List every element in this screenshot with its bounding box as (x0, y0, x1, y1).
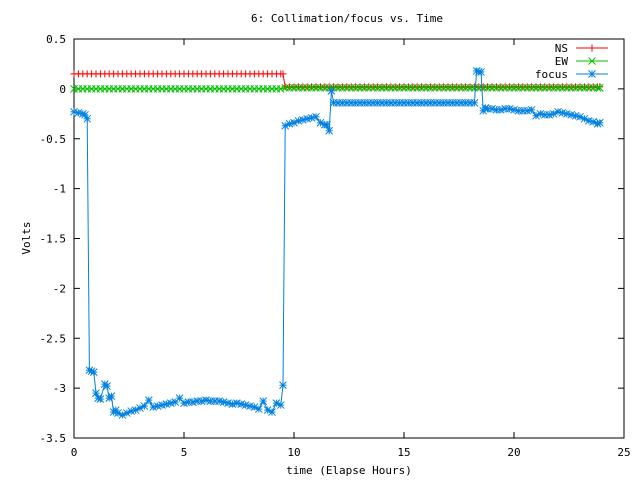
series-focus (70, 67, 604, 419)
x-tick-label: 25 (617, 446, 630, 459)
data-point-focus (202, 396, 210, 404)
data-point-focus (268, 408, 276, 416)
data-point-focus (259, 397, 268, 405)
data-point-focus (571, 111, 580, 120)
data-point-focus (228, 400, 237, 408)
data-point-focus (312, 112, 320, 121)
legend-marker-EW (588, 57, 596, 65)
data-point-focus (144, 396, 153, 404)
data-point-focus (70, 107, 78, 116)
data-point-focus (567, 110, 576, 119)
data-point-focus (562, 109, 571, 118)
data-point-focus (180, 399, 188, 407)
data-point-focus (197, 397, 206, 405)
data-point-focus (237, 400, 246, 408)
x-tick-label: 0 (71, 446, 78, 459)
data-point-focus (140, 402, 149, 410)
data-point-focus (325, 126, 334, 135)
axes: 0 5 10 15 20 25 0.5 0 -0.5 -1 -1.5 -2 -2.5 -3 -3.5 (40, 33, 631, 459)
data-point-focus (510, 105, 518, 114)
series-EW (70, 84, 604, 93)
data-point-focus (523, 106, 532, 115)
plot-frame (73, 38, 625, 439)
y-tick-label: -2.5 (40, 332, 67, 345)
y-tick-label: -2 (53, 282, 66, 295)
data-point-NS (596, 83, 604, 91)
legend-marker-focus (588, 70, 596, 78)
data-point-focus (505, 104, 514, 113)
y-tick-label: -1 (53, 183, 66, 196)
data-point-focus (527, 105, 536, 114)
data-point-focus (103, 382, 111, 390)
data-point-focus (188, 398, 197, 406)
data-point-focus (246, 402, 254, 410)
data-point-focus (219, 398, 228, 406)
data-point-focus (153, 402, 162, 410)
y-tick-label: 0 (59, 83, 66, 96)
legend-label-focus: focus (535, 68, 568, 81)
data-point-focus (166, 399, 175, 407)
y-tick-label: -3.5 (40, 432, 67, 445)
data-point-focus (470, 98, 479, 107)
y-tick-label: 0.5 (46, 33, 66, 46)
data-point-focus (477, 68, 485, 76)
legend-label-NS: NS (555, 42, 568, 55)
data-point-focus (323, 120, 331, 129)
x-tick-label: 15 (397, 446, 410, 459)
data-point-focus (241, 401, 250, 409)
chart-title: 6: Collimation/focus vs. Time (251, 12, 443, 25)
data-point-focus (254, 405, 263, 413)
data-point-NS (279, 70, 287, 78)
data-point-focus (496, 105, 505, 114)
data-point-focus (558, 108, 567, 117)
data-point-focus (276, 401, 285, 409)
data-point-focus (488, 104, 496, 113)
data-point-focus (545, 110, 554, 119)
series-NS (70, 70, 604, 91)
y-axis-label: Volts (20, 221, 33, 254)
x-tick-label: 20 (507, 446, 520, 459)
data-point-EW (595, 84, 604, 92)
data-point-focus (595, 118, 604, 127)
x-tick-label: 5 (181, 446, 188, 459)
data-point-focus (294, 116, 303, 125)
data-point-focus (215, 397, 224, 405)
y-tick-label: -0.5 (40, 133, 67, 146)
y-tick-label: -1.5 (40, 233, 67, 246)
data-point-focus (162, 400, 171, 408)
data-point-focus (127, 407, 136, 415)
data-point-focus (158, 401, 166, 409)
data-point-focus (83, 114, 92, 123)
data-point-focus (107, 392, 116, 400)
data-point-focus (303, 114, 312, 123)
x-tick-label: 10 (287, 446, 300, 459)
data-point-focus (279, 381, 287, 389)
series-layer (70, 67, 604, 419)
data-point-focus (298, 115, 307, 124)
data-point-focus (554, 107, 562, 116)
data-point-focus (224, 399, 232, 407)
data-point-focus (96, 395, 105, 403)
data-point-focus (285, 119, 294, 128)
data-point-focus (149, 403, 158, 411)
x-axis-label: time (Elapse Hours) (286, 464, 412, 477)
data-point-focus (232, 399, 241, 407)
data-point-focus (536, 109, 545, 118)
data-point-focus (74, 108, 83, 117)
data-point-focus (89, 368, 98, 377)
data-point-focus (327, 87, 336, 95)
legend-label-EW: EW (555, 55, 569, 68)
data-point-focus (175, 394, 184, 402)
data-point-focus (307, 113, 316, 122)
legend-marker-NS (588, 44, 596, 52)
series-line-focus (73, 70, 601, 416)
data-point-focus (584, 116, 593, 125)
data-point-EW (276, 85, 285, 93)
y-tick-label: -3 (53, 382, 66, 395)
data-point-EW (593, 84, 602, 92)
